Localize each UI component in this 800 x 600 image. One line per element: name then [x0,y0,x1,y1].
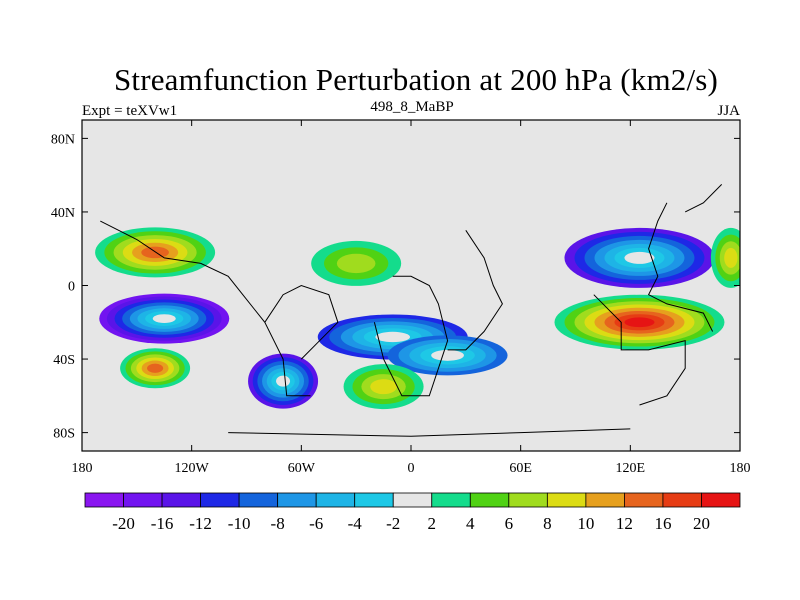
colorbar-label: -4 [348,514,363,533]
colorbar-label: 2 [428,514,437,533]
colorbar-label: -2 [386,514,400,533]
colorbar-box [354,492,394,508]
lon-tick-label: 120W [175,461,210,476]
coastline-segment [264,284,339,360]
contour-level [141,246,169,259]
colorbar-box [662,492,702,508]
anomaly-blob [554,294,725,350]
season-label: JJA [717,103,740,119]
contour-level [431,349,464,361]
lon-tick-label: 60W [288,461,316,476]
anomaly-blob [95,227,216,278]
lat-tick-label: 40S [53,353,75,368]
lon-tick-label: 180 [72,461,93,476]
colorbar-label: -8 [271,514,285,533]
lon-tick-label: 120E [616,461,646,476]
colorbar-label: -10 [228,514,251,533]
colorbar-box [469,492,510,508]
colorbar-label: 4 [466,514,475,533]
colorbar-label: -12 [189,514,212,533]
anomaly-blob [99,293,230,344]
anomaly-blob [311,240,402,286]
anomaly-blob [120,348,191,389]
colorbar: -20 -16 -12 -10 -8 -6 -4 -2 2 4 6 8 10 12 16 20 [84,492,741,533]
longitude-axis: 180 120W 60W 0 60E 120E 180 [72,120,751,476]
coastline-segment [647,202,714,332]
lon-tick-label: 60E [509,461,532,476]
coastline [100,184,723,437]
contour-level [375,331,411,343]
contour-level [724,247,738,268]
colorbar-label: 12 [616,514,633,533]
colorbar-box [508,492,548,508]
contour-level [336,253,376,274]
map-title: Streamfunction Perturbation at 200 hPa (… [113,62,719,97]
colorbar-box [431,492,471,508]
contour-level [624,317,655,328]
coastline-segment [447,230,503,351]
coastline-segment [100,220,311,397]
anomaly-blob [387,335,508,376]
lat-tick-label: 40N [51,206,75,221]
colorbar-box [624,492,664,508]
colorbar-label: -20 [112,514,135,533]
case-label: 498_8_MaBP [370,99,454,115]
contour-level [624,251,655,264]
latitude-axis: 80N 40N 0 40S 80S [51,132,740,442]
coastline-segment [684,184,723,213]
lat-tick-label: 80N [51,132,75,147]
colorbar-box [585,492,625,508]
contour-level [147,363,164,373]
contour-level [152,314,176,324]
anomaly-blob [343,364,424,410]
contour-field [95,227,740,410]
lon-tick-label: 0 [408,461,415,476]
experiment-label: Expt = teXVw1 [82,103,178,119]
coastline-segment [228,428,631,437]
lon-tick-label: 180 [730,461,751,476]
colorbar-box [392,492,433,508]
colorbar-label: -16 [151,514,174,533]
colorbar-box [200,492,240,508]
colorbar-box [238,492,279,508]
colorbar-label: 8 [543,514,552,533]
coastline-segment [373,275,449,397]
colorbar-box [546,492,587,508]
coastline-segment [593,294,686,406]
lat-tick-label: 80S [53,427,75,442]
anomaly-blob [710,227,740,288]
colorbar-box [315,492,356,508]
contour-level [370,379,397,395]
contour-level [276,375,291,387]
anomaly-blob [248,353,319,409]
colorbar-label: 6 [505,514,514,533]
colorbar-box [161,492,201,508]
colorbar-label: -6 [309,514,323,533]
anomaly-blob [564,227,715,288]
colorbar-label: 16 [654,514,671,533]
colorbar-box [277,492,317,508]
lat-tick-label: 0 [68,280,75,295]
colorbar-label: 20 [693,514,710,533]
colorbar-box [701,492,741,508]
colorbar-box [84,492,124,508]
colorbar-box [123,492,163,508]
colorbar-label: 10 [577,514,594,533]
